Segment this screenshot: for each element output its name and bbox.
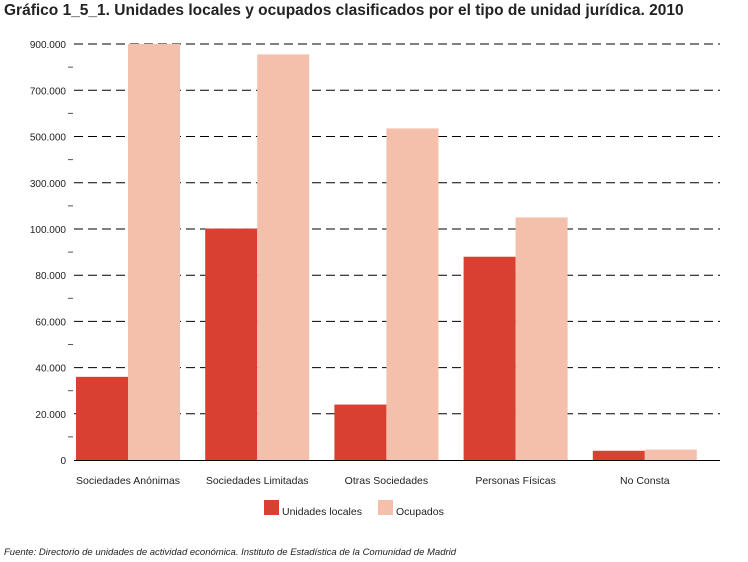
y-tick-label: 700.000: [30, 86, 67, 97]
bar-chart: 0 20.000 40.000 60.000 80.000 100.000 300.000 5…: [30, 40, 720, 518]
bar-unidades-locales: [463, 256, 516, 460]
x-category-label: Sociedades Limitadas: [206, 475, 309, 487]
bar-ocupados: [386, 128, 439, 460]
x-axis-labels: Sociedades Anónimas Sociedades Limitadas O…: [76, 475, 670, 487]
y-tick-label: 20.000: [35, 410, 66, 421]
source-note: Fuente: Directorio de unidades de activi…: [4, 547, 457, 558]
bars: [76, 44, 697, 460]
y-tick-label: 900.000: [30, 40, 67, 51]
bar-unidades-locales: [592, 450, 645, 460]
chart-title: Gráfico 1_5_1. Unidades locales y ocupad…: [4, 2, 684, 19]
y-axis-ticks: 0 20.000 40.000 60.000 80.000 100.000 300.000 5…: [30, 40, 73, 467]
bar-ocupados: [257, 54, 310, 460]
legend-label: Unidades locales: [282, 506, 362, 518]
y-tick-label: 500.000: [30, 133, 67, 144]
x-category-label: No Consta: [620, 475, 670, 487]
x-category-label: Personas Físicas: [475, 475, 556, 487]
x-category-label: Sociedades Anónimas: [76, 475, 180, 487]
bar-ocupados: [644, 449, 697, 460]
bar-unidades-locales: [76, 376, 128, 460]
y-tick-label: 300.000: [30, 179, 67, 190]
y-tick-label: 80.000: [35, 271, 66, 282]
bar-unidades-locales: [205, 228, 258, 460]
bar-unidades-locales: [334, 404, 387, 460]
legend-label: Ocupados: [396, 506, 444, 518]
legend: Unidades locales Ocupados: [264, 500, 444, 518]
legend-swatch: [264, 500, 279, 515]
y-tick-label: 100.000: [30, 225, 67, 236]
legend-swatch: [378, 500, 393, 515]
x-category-label: Otras Sociedades: [345, 475, 428, 487]
y-tick-label: 0: [60, 456, 66, 467]
bar-ocupados: [515, 217, 568, 460]
y-tick-label: 40.000: [35, 364, 66, 375]
bar-ocupados: [128, 44, 180, 460]
y-tick-label: 60.000: [35, 317, 66, 328]
